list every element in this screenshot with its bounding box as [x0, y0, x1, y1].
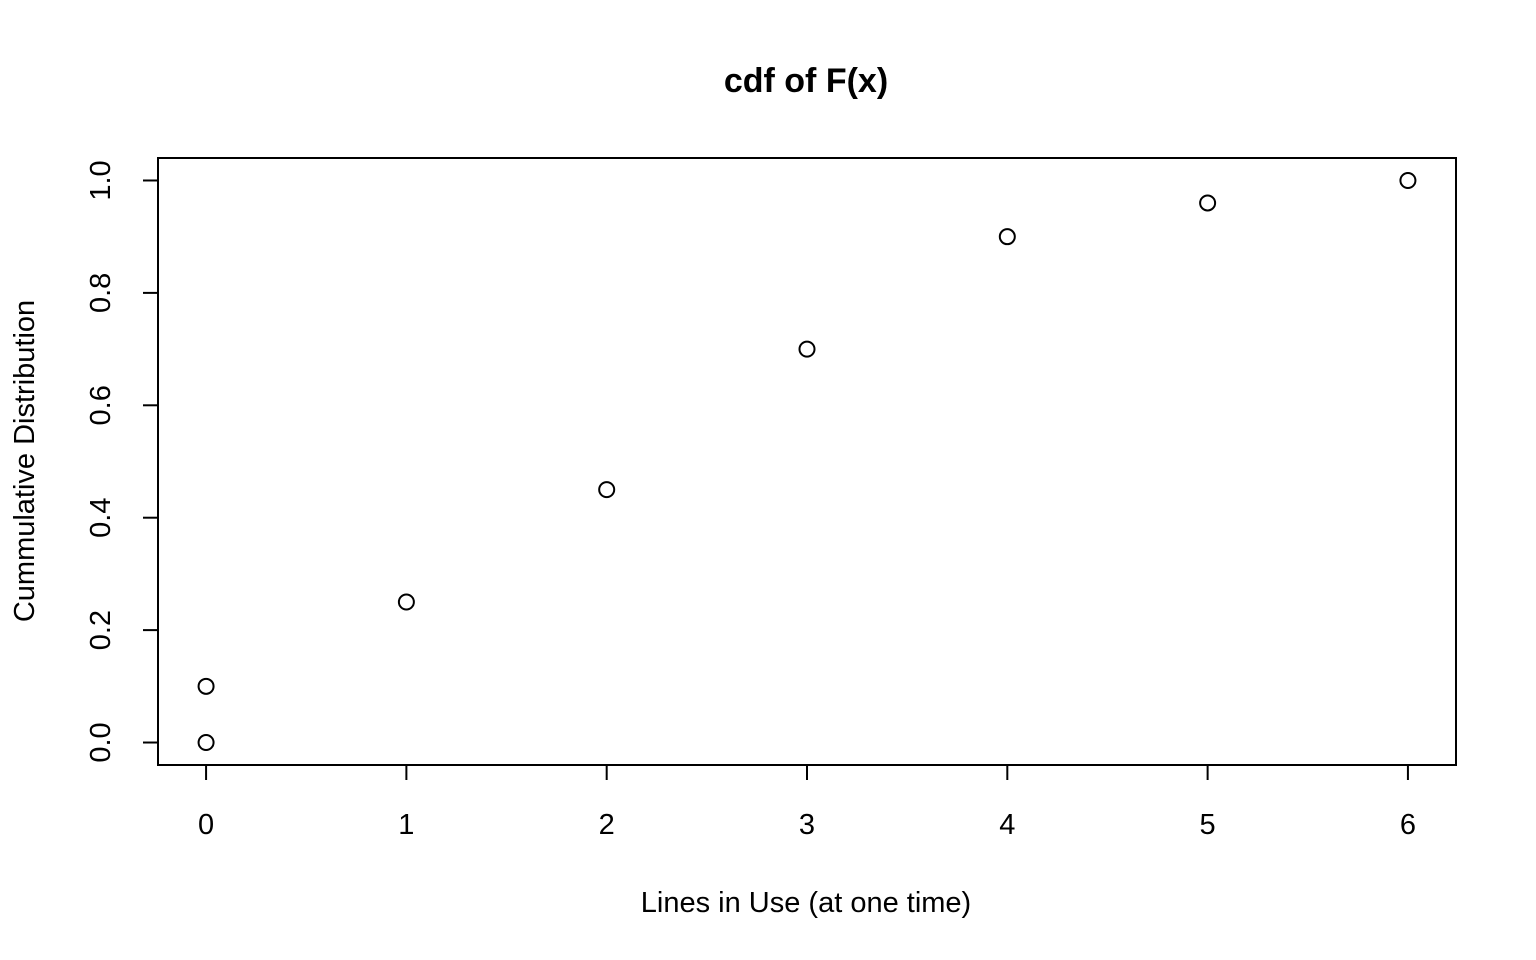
y-axis: 0.0 0.2 0.4 0.6 0.8 1.0 [85, 160, 159, 763]
data-point [197, 734, 215, 752]
data-point [798, 340, 816, 358]
y-tick-label: 0.4 [85, 498, 117, 538]
data-point [1199, 194, 1217, 212]
y-axis-label: Cummulative Distribution [9, 300, 41, 622]
x-tick-label: 1 [398, 809, 414, 841]
data-point [397, 593, 415, 611]
data-point [598, 481, 616, 499]
x-tick-label: 4 [999, 809, 1015, 841]
data-point [197, 677, 215, 695]
x-tick-label: 6 [1400, 809, 1416, 841]
chart-title: cdf of F(x) [724, 62, 888, 100]
x-axis: 0 1 2 3 4 5 6 [198, 764, 1416, 841]
data-point [1399, 171, 1417, 189]
x-tick-label: 2 [599, 809, 615, 841]
x-tick-label: 3 [799, 809, 815, 841]
x-tick-label: 0 [198, 809, 214, 841]
y-tick-label: 0.0 [85, 722, 117, 762]
y-tick-label: 0.2 [85, 610, 117, 650]
y-tick-label: 0.8 [85, 273, 117, 313]
y-tick-label: 1.0 [85, 160, 117, 200]
data-point [998, 228, 1016, 246]
x-axis-label: Lines in Use (at one time) [641, 887, 971, 919]
data-points [197, 171, 1417, 752]
plot-frame [157, 157, 1457, 766]
x-tick-label: 5 [1200, 809, 1216, 841]
y-tick-label: 0.6 [85, 385, 117, 425]
